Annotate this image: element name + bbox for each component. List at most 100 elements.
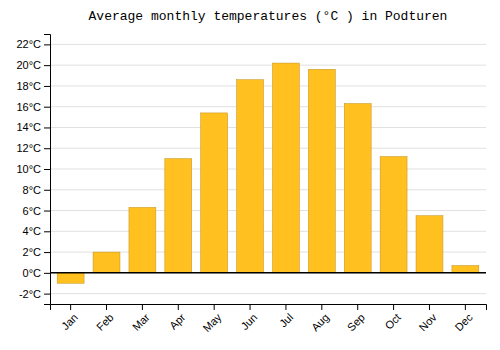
y-tick: 16°C — [16, 101, 50, 113]
x-tick-label: Jul — [277, 311, 295, 329]
y-tick-mark — [44, 107, 50, 108]
grid-line — [50, 127, 486, 128]
bar — [308, 69, 335, 273]
x-tick-mark — [70, 304, 71, 310]
y-tick-mark — [44, 44, 50, 45]
x-tick-mark — [285, 304, 286, 310]
y-tick-label: 12°C — [16, 142, 41, 154]
x-tick-label: Jan — [59, 311, 80, 332]
x-tick-mark — [465, 304, 466, 310]
x-tick: Jul — [277, 304, 295, 330]
plot: -2°C 0°C 2°C 4°C 6°C 8°C 10°C 12°C 14°C 16°C 18°C 2… — [16, 35, 486, 335]
x-tick: Jan — [59, 304, 80, 332]
grid — [50, 44, 486, 293]
x-tick-label: Dec — [452, 311, 475, 334]
bar — [201, 113, 228, 273]
x-tick: May — [200, 304, 224, 334]
x-tick-label: Mar — [130, 311, 152, 333]
y-tick-label: -2°C — [19, 288, 41, 300]
y-tick-label: 4°C — [23, 225, 42, 237]
y-tick-label: 22°C — [16, 38, 41, 50]
x-tick: Sep — [345, 304, 367, 333]
x-tick-mark — [214, 304, 215, 310]
y-tick-label: 0°C — [23, 267, 42, 279]
y-tick-mark — [44, 65, 50, 66]
y-axis: -2°C 0°C 2°C 4°C 6°C 8°C 10°C 12°C 14°C 16°C 18°C 2… — [16, 35, 50, 305]
x-tick: Dec — [452, 304, 475, 333]
x-tick: Mar — [130, 304, 152, 333]
bar — [129, 207, 156, 272]
y-tick-mark — [44, 231, 50, 232]
x-tick-label: Apr — [167, 311, 188, 332]
x-tick: Apr — [167, 304, 188, 332]
y-tick: 18°C — [16, 80, 50, 92]
bar — [165, 159, 192, 273]
bar — [57, 273, 84, 283]
grid-line — [50, 210, 486, 211]
x-tick-label: Sep — [345, 311, 367, 333]
x-tick: Feb — [94, 304, 116, 333]
y-tick: 2°C — [23, 246, 50, 258]
x-tick-mark — [250, 304, 251, 310]
grid-line — [50, 189, 486, 190]
y-tick: -2°C — [19, 288, 50, 300]
y-tick-label: 10°C — [16, 163, 41, 175]
y-tick: 20°C — [16, 59, 50, 71]
x-tick: Aug — [309, 304, 331, 333]
x-tick-label: Nov — [416, 311, 439, 334]
y-tick-label: 2°C — [23, 246, 42, 258]
grid-line — [50, 148, 486, 149]
x-axis-line — [51, 305, 487, 311]
zero-line — [50, 272, 486, 274]
y-axis-line — [44, 35, 51, 305]
x-tick-mark — [106, 304, 107, 310]
y-tick-label: 14°C — [16, 121, 41, 133]
y-tick-mark — [44, 252, 50, 253]
y-tick-label: 16°C — [16, 101, 41, 113]
y-tick-mark — [44, 190, 50, 191]
y-tick-label: 18°C — [16, 80, 41, 92]
chart: -2°C 0°C 2°C 4°C 6°C 8°C 10°C 12°C 14°C 16°C 18°C 2… — [0, 0, 500, 350]
y-tick: 14°C — [16, 121, 50, 133]
y-tick: 10°C — [16, 163, 50, 175]
x-tick-label: Feb — [94, 311, 116, 333]
bar — [272, 63, 299, 273]
x-tick: Nov — [416, 304, 439, 333]
bar — [237, 80, 264, 273]
y-tick-mark — [44, 127, 50, 128]
bar — [380, 157, 407, 273]
y-tick-mark — [44, 273, 50, 274]
grid-line — [50, 44, 486, 45]
y-tick: 22°C — [16, 38, 50, 50]
y-tick: 0°C — [23, 267, 50, 279]
x-tick-label: May — [200, 311, 224, 335]
y-tick-mark — [44, 148, 50, 149]
bar — [452, 266, 479, 273]
y-tick: 12°C — [16, 142, 50, 154]
grid-line — [50, 106, 486, 107]
y-tick-mark — [44, 86, 50, 87]
y-tick-mark — [44, 211, 50, 212]
y-tick-mark — [44, 169, 50, 170]
y-tick: 6°C — [23, 205, 50, 217]
title: Average monthly temperatures (°C ) in Po… — [89, 9, 448, 24]
x-tick-mark — [393, 304, 394, 310]
grid-line — [50, 65, 486, 66]
bars — [50, 63, 486, 283]
bar — [93, 252, 120, 273]
y-tick: 4°C — [23, 225, 50, 237]
y-tick-label: 20°C — [16, 59, 41, 71]
bar — [416, 216, 443, 273]
x-tick-label: Jun — [238, 311, 259, 332]
x-tick-label: Aug — [309, 311, 331, 333]
x-tick-mark — [178, 304, 179, 310]
y-tick-label: 8°C — [23, 184, 42, 196]
x-tick-mark — [429, 304, 430, 310]
y-tick-label: 6°C — [23, 205, 42, 217]
y-tick-mark — [44, 294, 50, 295]
x-tick-mark — [357, 304, 358, 310]
y-tick: 8°C — [23, 184, 50, 196]
x-tick-label: Oct — [382, 311, 403, 332]
x-tick: Jun — [238, 304, 259, 332]
x-axis: Jan Feb Mar Apr May Jun Jul Aug Sep Oct Nov Dec — [51, 304, 487, 334]
